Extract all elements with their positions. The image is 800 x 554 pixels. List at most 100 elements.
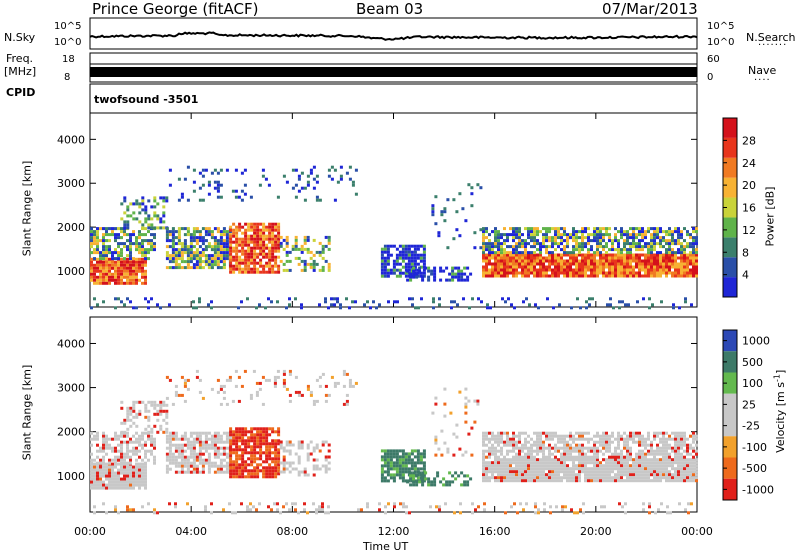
scatter-cell <box>509 467 512 471</box>
scatter-cell <box>689 479 692 483</box>
scatter-cell <box>238 240 242 244</box>
scatter-cell <box>219 266 223 270</box>
scatter-cell <box>165 266 169 270</box>
scatter-cell <box>668 251 671 255</box>
scatter-cell <box>180 248 184 252</box>
scatter-cell <box>674 476 677 480</box>
scatter-cell <box>294 168 298 172</box>
scatter-cell <box>321 508 324 512</box>
scatter-cell <box>274 264 278 268</box>
scatter-cell <box>419 256 423 260</box>
scatter-cell <box>232 264 236 268</box>
scatter-cell <box>677 476 680 480</box>
scatter-cell <box>581 256 584 260</box>
scatter-cell <box>141 199 145 203</box>
scatter-cell <box>692 251 695 255</box>
scatter-cell <box>180 245 184 249</box>
scatter-cell <box>677 230 680 234</box>
scatter-cell <box>545 467 548 471</box>
scatter-cell <box>282 369 286 373</box>
scatter-cell <box>192 455 196 459</box>
scatter-cell <box>229 258 233 262</box>
scatter-cell <box>656 473 659 477</box>
scatter-cell <box>563 452 566 456</box>
scatter-cell <box>527 440 530 444</box>
scatter-cell <box>153 446 156 450</box>
scatter-cell <box>90 437 93 441</box>
scatter-cell <box>620 476 623 480</box>
scatter-cell <box>459 502 462 506</box>
scatter-cell <box>596 227 599 231</box>
scatter-cell <box>614 233 617 237</box>
scatter-cell <box>141 196 145 200</box>
scatter-cell <box>270 508 273 512</box>
scatter-cell <box>235 439 239 443</box>
scatter-cell <box>485 437 488 441</box>
scatter-cell <box>551 242 554 246</box>
scatter-cell <box>656 446 659 450</box>
scatter-cell <box>527 251 530 255</box>
scatter-cell <box>572 470 575 474</box>
scatter-cell <box>147 251 150 255</box>
scatter-cell <box>584 446 587 450</box>
scatter-cell <box>210 236 214 240</box>
scatter-cell <box>421 275 425 279</box>
scatter-cell <box>147 409 151 413</box>
scatter-cell <box>213 449 217 453</box>
scatter-cell <box>515 251 518 255</box>
scatter-cell <box>210 171 214 175</box>
scatter-cell <box>126 455 129 459</box>
scatter-cell <box>680 458 683 462</box>
scatter-cell <box>551 461 554 465</box>
scatter-cell <box>497 233 500 237</box>
scatter-cell <box>434 222 438 226</box>
scatter-cell <box>442 477 446 481</box>
scatter-cell <box>575 473 578 477</box>
scatter-cell <box>165 254 169 258</box>
scatter-cell <box>575 274 578 278</box>
scatter-cell <box>566 242 569 246</box>
scatter-cell <box>252 505 255 509</box>
scatter-cell <box>671 256 674 260</box>
scatter-cell <box>336 300 339 304</box>
scatter-cell <box>327 393 331 397</box>
scatter-cell <box>512 455 515 459</box>
scatter-cell <box>665 476 668 480</box>
scatter-cell <box>599 227 602 231</box>
scatter-cell <box>572 434 575 438</box>
scatter-cell <box>614 473 617 477</box>
scatter-cell <box>491 443 494 447</box>
scatter-cell <box>500 431 503 435</box>
scatter-cell <box>650 268 653 272</box>
scatter-cell <box>548 455 551 459</box>
scatter-cell <box>162 205 166 209</box>
scatter-cell <box>650 242 653 246</box>
scatter-cell <box>650 239 653 243</box>
scatter-cell <box>262 466 266 470</box>
scatter-cell <box>662 476 665 480</box>
scatter-cell <box>512 446 515 450</box>
scatter-cell <box>189 239 193 243</box>
scatter-cell <box>273 502 276 506</box>
scatter-cell <box>177 452 181 456</box>
scatter-cell <box>389 244 393 248</box>
scatter-cell <box>271 451 275 455</box>
scatter-cell <box>620 271 623 275</box>
scatter-cell <box>177 236 181 240</box>
scatter-cell <box>250 255 254 259</box>
scatter-cell <box>689 242 692 246</box>
scatter-cell <box>219 245 223 249</box>
scatter-cell <box>180 434 184 438</box>
scatter-cell <box>268 225 272 229</box>
scatter-cell <box>659 461 662 465</box>
scatter-cell <box>530 239 533 243</box>
scatter-cell <box>135 462 138 466</box>
scatter-cell <box>180 192 184 196</box>
scatter-cell <box>437 447 441 451</box>
scatter-cell <box>294 183 298 187</box>
scatter-cell <box>482 479 485 483</box>
scatter-cell <box>662 259 665 263</box>
scatter-cell <box>569 434 572 438</box>
cpid-strip-frame <box>89 83 698 114</box>
scatter-cell <box>629 473 632 477</box>
